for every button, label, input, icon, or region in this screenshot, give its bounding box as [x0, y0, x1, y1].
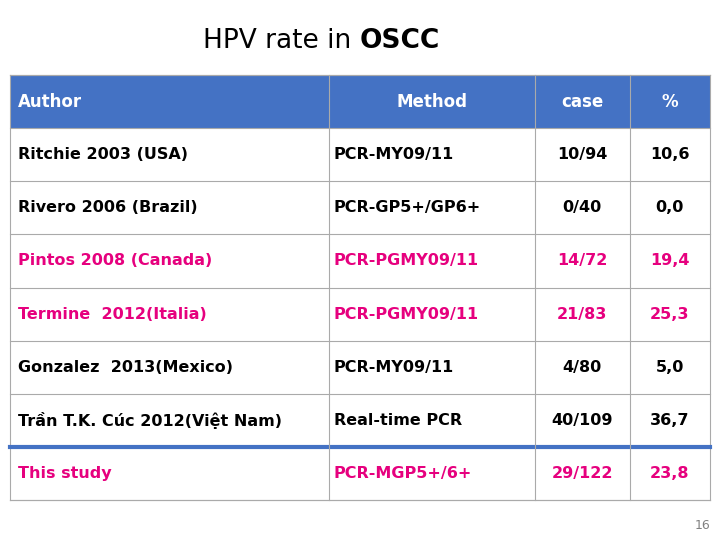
Text: 10/94: 10/94	[557, 147, 608, 162]
Text: Gonzalez  2013(Mexico): Gonzalez 2013(Mexico)	[18, 360, 233, 375]
Text: PCR-GP5+/GP6+: PCR-GP5+/GP6+	[333, 200, 481, 215]
Text: 19,4: 19,4	[650, 253, 690, 268]
Text: 14/72: 14/72	[557, 253, 608, 268]
Text: Author: Author	[18, 92, 82, 111]
Text: Termine  2012(Italia): Termine 2012(Italia)	[18, 307, 207, 321]
Text: PCR-PGMY09/11: PCR-PGMY09/11	[333, 307, 479, 321]
Text: 21/83: 21/83	[557, 307, 608, 321]
Text: 36,7: 36,7	[650, 413, 690, 428]
Text: 5,0: 5,0	[656, 360, 684, 375]
Text: Trần T.K. Cúc 2012(Việt Nam): Trần T.K. Cúc 2012(Việt Nam)	[18, 412, 282, 429]
Text: HPV rate in: HPV rate in	[203, 28, 360, 54]
Text: This study: This study	[18, 466, 112, 481]
Text: 0/40: 0/40	[562, 200, 602, 215]
Text: 16: 16	[694, 519, 710, 532]
Text: PCR-MY09/11: PCR-MY09/11	[333, 147, 454, 162]
Text: PCR-MY09/11: PCR-MY09/11	[333, 360, 454, 375]
Text: 0,0: 0,0	[656, 200, 684, 215]
Text: Method: Method	[396, 92, 467, 111]
Text: Real-time PCR: Real-time PCR	[333, 413, 462, 428]
Text: PCR-MGP5+/6+: PCR-MGP5+/6+	[333, 466, 472, 481]
Text: 29/122: 29/122	[552, 466, 613, 481]
Text: 40/109: 40/109	[552, 413, 613, 428]
FancyBboxPatch shape	[10, 75, 710, 128]
Text: OSCC: OSCC	[360, 28, 440, 54]
Text: 25,3: 25,3	[650, 307, 690, 321]
Text: Ritchie 2003 (USA): Ritchie 2003 (USA)	[18, 147, 188, 162]
Text: 4/80: 4/80	[562, 360, 602, 375]
Text: PCR-PGMY09/11: PCR-PGMY09/11	[333, 253, 479, 268]
Text: Pintos 2008 (Canada): Pintos 2008 (Canada)	[18, 253, 212, 268]
Text: case: case	[561, 92, 603, 111]
Text: 10,6: 10,6	[650, 147, 690, 162]
Text: %: %	[662, 92, 678, 111]
Text: 23,8: 23,8	[650, 466, 690, 481]
Text: Rivero 2006 (Brazil): Rivero 2006 (Brazil)	[18, 200, 197, 215]
